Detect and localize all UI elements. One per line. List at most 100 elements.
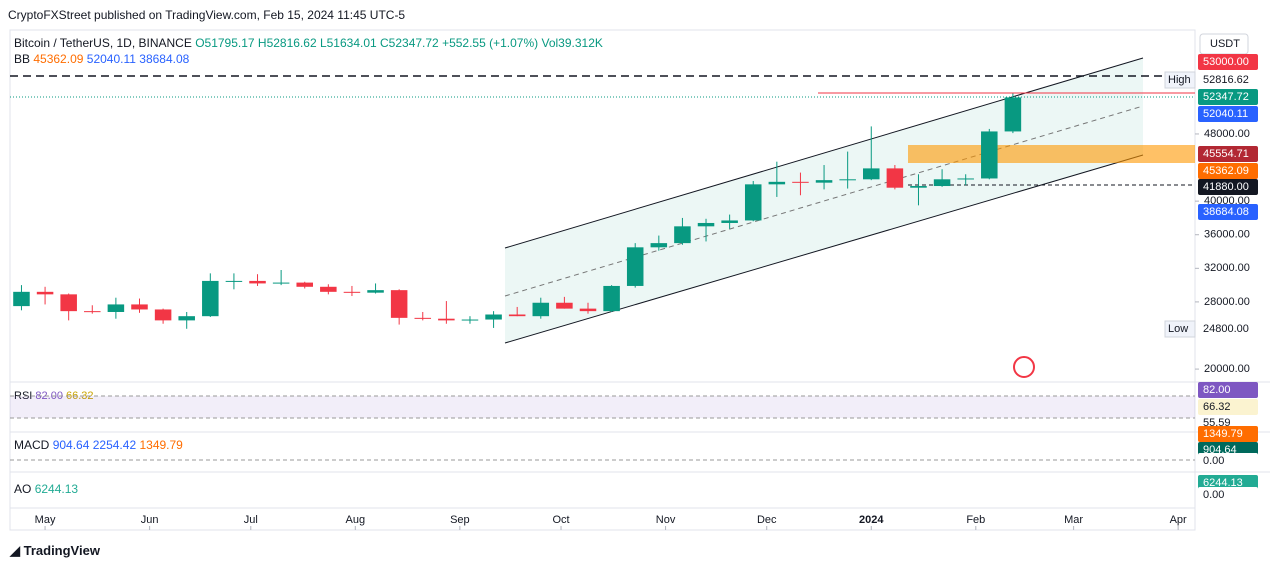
candle-body	[367, 290, 384, 293]
price-label: 45554.71	[1203, 148, 1249, 160]
candle-body	[532, 302, 550, 317]
x-tick-label: May	[35, 514, 56, 526]
x-tick-label: Nov	[656, 514, 676, 526]
indicator-label-bg	[1198, 426, 1258, 442]
candle-body	[579, 308, 597, 312]
candle-body	[697, 222, 715, 227]
price-label-bg	[1198, 89, 1258, 105]
rsi-band	[10, 396, 1195, 418]
macd-name: MACD	[14, 438, 50, 452]
x-tick-label: Mar	[1064, 514, 1083, 526]
candle-body	[650, 243, 668, 248]
candle-body	[886, 168, 904, 188]
candle-body	[131, 304, 148, 310]
candle-body	[910, 186, 927, 188]
price-label: 24800.00	[1203, 323, 1249, 335]
indicator-label: 1349.79	[1203, 428, 1243, 440]
candle-body	[249, 280, 266, 284]
candle-body	[107, 304, 125, 312]
indicator-label-bg	[1198, 487, 1258, 503]
indicator-label: 82.00	[1203, 384, 1231, 396]
supply-zone	[908, 145, 1195, 163]
y-tick-label: 20000.00	[1204, 363, 1250, 375]
unit: USDT	[1210, 38, 1240, 50]
candle-body	[84, 311, 101, 313]
candle-body	[839, 179, 856, 181]
bb-value: 52040.11	[86, 52, 136, 66]
candle-body	[485, 314, 502, 320]
x-tick-label: 2024	[859, 514, 884, 526]
publisher: CryptoFXStreet published on TradingView.…	[8, 8, 406, 22]
y-tick-label: 40000.00	[1204, 195, 1250, 207]
candle-body	[438, 318, 455, 321]
ao-name: AO	[14, 482, 32, 496]
indicator-label-bg	[1198, 475, 1258, 491]
x-tick-label: Apr	[1170, 514, 1187, 526]
candle-body	[202, 280, 219, 317]
event-icon	[1013, 356, 1035, 378]
indicator-label: 6244.13	[1203, 477, 1243, 489]
ao-legend: AO 6244.13	[14, 482, 78, 496]
macd-legend: MACD 904.64 2254.42 1349.79	[14, 438, 183, 452]
y-tick-label: 28000.00	[1204, 296, 1250, 308]
indicator-label: 0.00	[1203, 489, 1224, 501]
candle-body	[36, 291, 54, 295]
candle-body	[343, 291, 361, 293]
indicator-label: 904.64	[1203, 444, 1237, 456]
candle-body	[792, 181, 809, 183]
indicator-label-bg	[1198, 453, 1258, 469]
ohlc: O51795.17 H52816.62 L51634.01 C52347.72 …	[195, 36, 539, 50]
low-box	[1164, 320, 1196, 338]
channel-mid	[504, 105, 1144, 297]
candle-body	[957, 178, 974, 180]
legend-line: Bitcoin / TetherUS, 1D, BINANCE O51795.1…	[14, 36, 603, 50]
x-tick-label: Jul	[244, 514, 258, 526]
x-tick-label: Oct	[552, 514, 569, 526]
unit-box	[1199, 33, 1249, 55]
candle-body	[414, 317, 432, 319]
price-label-bg	[1198, 72, 1258, 88]
price-label: 45362.09	[1203, 165, 1249, 177]
y-tick-label: 36000.00	[1204, 229, 1250, 241]
bb-value: 38684.08	[139, 52, 190, 66]
macd-value: 1349.79	[139, 438, 183, 452]
candle-body	[815, 180, 833, 183]
y-tick-label: 32000.00	[1204, 262, 1250, 274]
bb-line: BB 45362.09 52040.11 38684.08	[14, 52, 189, 66]
candle-body	[272, 282, 290, 284]
x-tick-label: Jun	[141, 514, 159, 526]
indicator-label-bg	[1198, 442, 1258, 458]
candle-body	[626, 247, 644, 286]
x-tick-label: Feb	[966, 514, 985, 526]
plot-frame	[9, 29, 1196, 531]
candle-body	[674, 226, 691, 244]
candle-body	[556, 302, 573, 309]
high-box	[1164, 71, 1196, 89]
candles	[13, 93, 1022, 329]
channel-fill	[505, 58, 1143, 343]
volume: Vol39.312K	[541, 36, 603, 50]
price-label: 38684.08	[1203, 206, 1249, 218]
price-label: 52816.62	[1203, 74, 1249, 86]
macd-value: 2254.42	[92, 438, 137, 452]
x-tick-label: Sep	[450, 514, 470, 526]
price-label: 41880.00	[1203, 181, 1249, 193]
candle-body	[225, 280, 243, 282]
candle-body	[933, 179, 951, 187]
brand: TradingView	[23, 543, 100, 558]
candle-body	[603, 285, 620, 312]
candle-body	[154, 309, 172, 321]
bb-value: 45362.09	[33, 52, 84, 66]
candle-body	[60, 294, 77, 312]
candle-body	[461, 319, 479, 321]
indicator-label: 0.00	[1203, 455, 1224, 467]
price-label-bg	[1198, 204, 1258, 220]
rsi-name: RSI	[14, 390, 33, 402]
price-label-bg	[1198, 163, 1258, 179]
indicator-label-bg	[1198, 382, 1258, 398]
bb-name: BB	[14, 52, 31, 66]
candle-body	[508, 314, 526, 317]
indicator-label: 55.59	[1203, 417, 1231, 429]
candle-body	[744, 184, 762, 221]
